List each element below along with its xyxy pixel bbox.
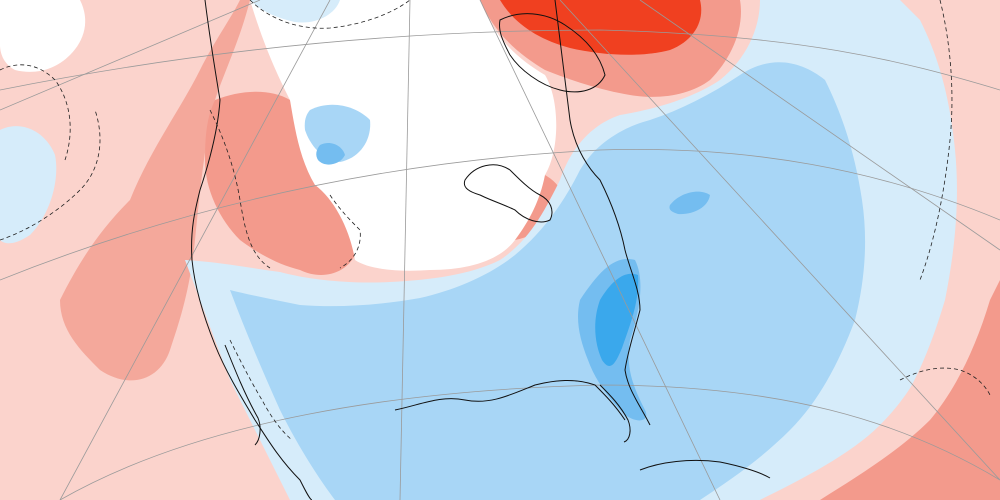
contour-line	[0, 109, 101, 241]
coastlines	[191, 0, 771, 500]
arctic-cool-spot	[250, 0, 340, 23]
east-coastline	[554, 0, 651, 426]
longitude-line	[399, 0, 411, 500]
contour-line	[249, 0, 411, 29]
contour-line	[919, 0, 953, 281]
great-lakes-outline	[463, 164, 553, 223]
western-us-warm-anomaly	[205, 91, 357, 275]
latitude-line	[0, 29, 1000, 91]
baja-outline	[224, 344, 261, 446]
longitude-line	[59, 0, 331, 500]
florida-outline	[599, 384, 631, 443]
alaska-cool-spot	[0, 126, 57, 244]
cuba-outline	[639, 459, 771, 479]
longitude-line	[479, 0, 721, 500]
contour-dashed	[0, 0, 991, 441]
pacific-warm-anomaly	[60, 0, 250, 381]
northern-neutral-band	[250, 0, 557, 271]
latitude-line	[0, 148, 1000, 281]
continental-cool-anomaly-medium	[230, 62, 866, 500]
hudson-bay-outline	[499, 13, 606, 93]
alaska-neutral-spot	[0, 0, 86, 72]
contour-line	[899, 367, 991, 396]
rockies-cool-core	[316, 143, 345, 165]
contour-line	[329, 194, 361, 269]
atlantic-cool-spot	[669, 191, 710, 215]
longitude-line	[0, 0, 261, 111]
atlantic-warm-anomaly-medium	[820, 280, 1000, 500]
contour-line	[209, 109, 271, 269]
southeast-cool-extreme	[595, 273, 639, 367]
latitude-line	[59, 384, 1000, 500]
west-coastline	[191, 0, 313, 500]
longitude-line	[559, 0, 1000, 481]
gulf-coastline	[394, 380, 626, 421]
northern-canada-warm-core	[500, 0, 702, 55]
